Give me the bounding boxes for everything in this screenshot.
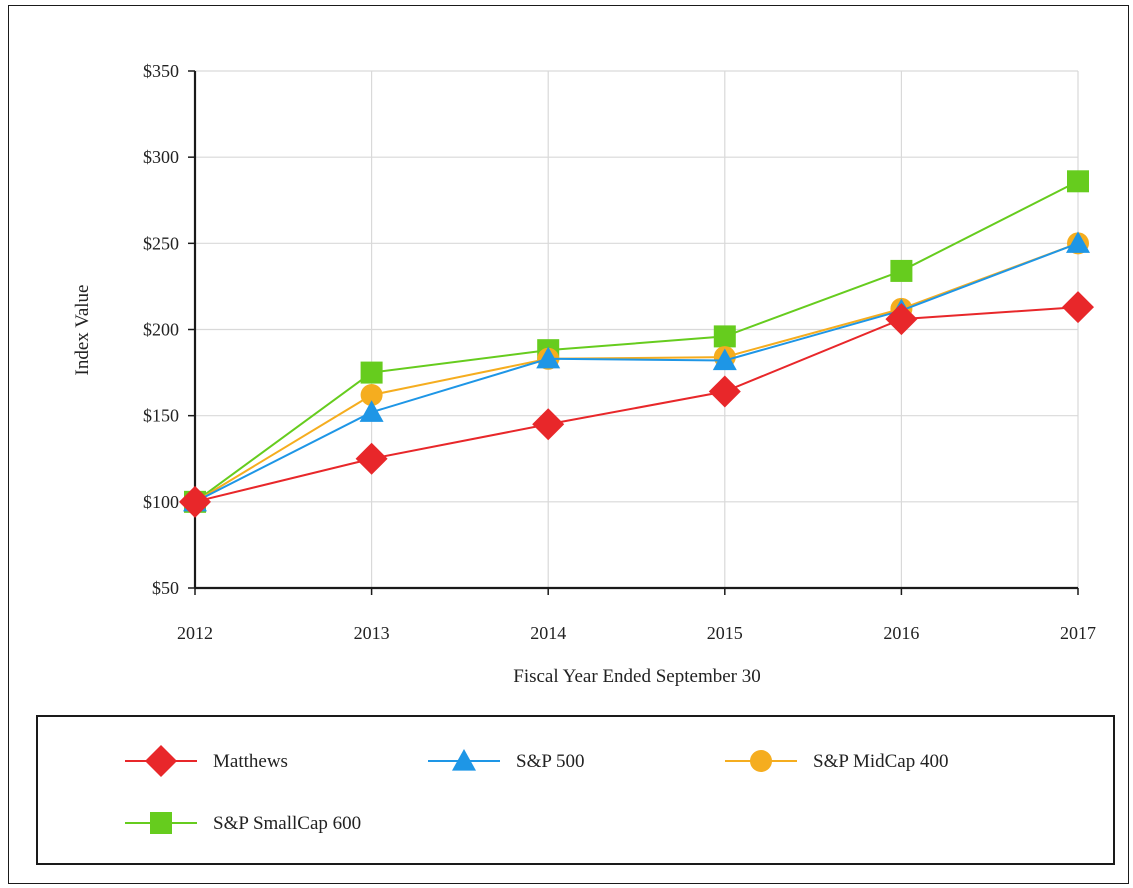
data-point — [708, 375, 741, 408]
data-point — [360, 361, 383, 384]
legend: Matthews S&P 500 S&P MidCap 400 S&P SmallCa… — [125, 745, 949, 834]
data-point — [179, 485, 211, 518]
series-s-p-smallcap-600 — [184, 170, 1089, 513]
x-axis-title: Fiscal Year Ended September 30 — [513, 666, 760, 687]
data-point — [532, 408, 565, 441]
data-point — [359, 400, 384, 422]
y-axis-title: Index Value — [72, 285, 93, 376]
legend-swatch-marker — [150, 812, 172, 834]
legend-label: S&P SmallCap 600 — [213, 813, 361, 834]
legend-swatch-marker — [750, 750, 772, 772]
data-point — [355, 442, 388, 475]
legend-label: S&P 500 — [516, 751, 584, 772]
data-point — [536, 346, 561, 369]
series-line — [194, 242, 1079, 503]
data-point — [1062, 291, 1094, 324]
legend-label: S&P MidCap 400 — [813, 751, 949, 772]
series-line — [194, 242, 1079, 503]
data-point — [360, 383, 383, 406]
legend-swatch-marker — [145, 745, 177, 777]
legend-box — [36, 715, 1115, 865]
y-tick-label: $50 — [152, 578, 179, 598]
series-s-p-500 — [183, 231, 1090, 512]
legend-label: Matthews — [213, 751, 288, 772]
series-layer — [179, 170, 1094, 518]
legend-item: S&P MidCap 400 — [725, 750, 949, 772]
x-tick-label: 2014 — [530, 623, 566, 643]
x-tick-label: 2012 — [177, 623, 213, 643]
y-tick-label: $350 — [143, 61, 179, 81]
y-axis-ticks: $50 $100 $150 $200 $250 $300 $350 — [143, 61, 179, 598]
x-tick-label: 2013 — [354, 623, 390, 643]
x-tick-label: 2015 — [707, 623, 743, 643]
legend-item: S&P SmallCap 600 — [125, 812, 361, 834]
series-line — [194, 180, 1079, 503]
y-tick-label: $150 — [143, 406, 179, 426]
data-point — [885, 303, 918, 336]
gridlines — [195, 70, 1079, 588]
series-line — [194, 306, 1079, 503]
legend-swatch-marker — [452, 749, 476, 771]
data-point — [890, 259, 913, 282]
legend-item: Matthews — [125, 745, 288, 777]
series-matthews — [179, 291, 1094, 518]
y-tick-label: $200 — [143, 320, 179, 340]
legend-item: S&P 500 — [428, 749, 584, 772]
axes — [188, 70, 1079, 595]
data-point — [712, 348, 737, 371]
y-tick-label: $250 — [143, 233, 179, 253]
data-point — [1066, 231, 1090, 253]
data-point — [713, 325, 736, 348]
y-tick-label: $300 — [143, 147, 179, 167]
x-tick-label: 2016 — [883, 623, 919, 643]
x-tick-label: 2017 — [1060, 623, 1096, 643]
x-axis-ticks: 2012 2013 2014 2015 2016 2017 — [177, 623, 1096, 643]
data-point — [1067, 170, 1089, 193]
y-tick-label: $100 — [143, 492, 179, 512]
